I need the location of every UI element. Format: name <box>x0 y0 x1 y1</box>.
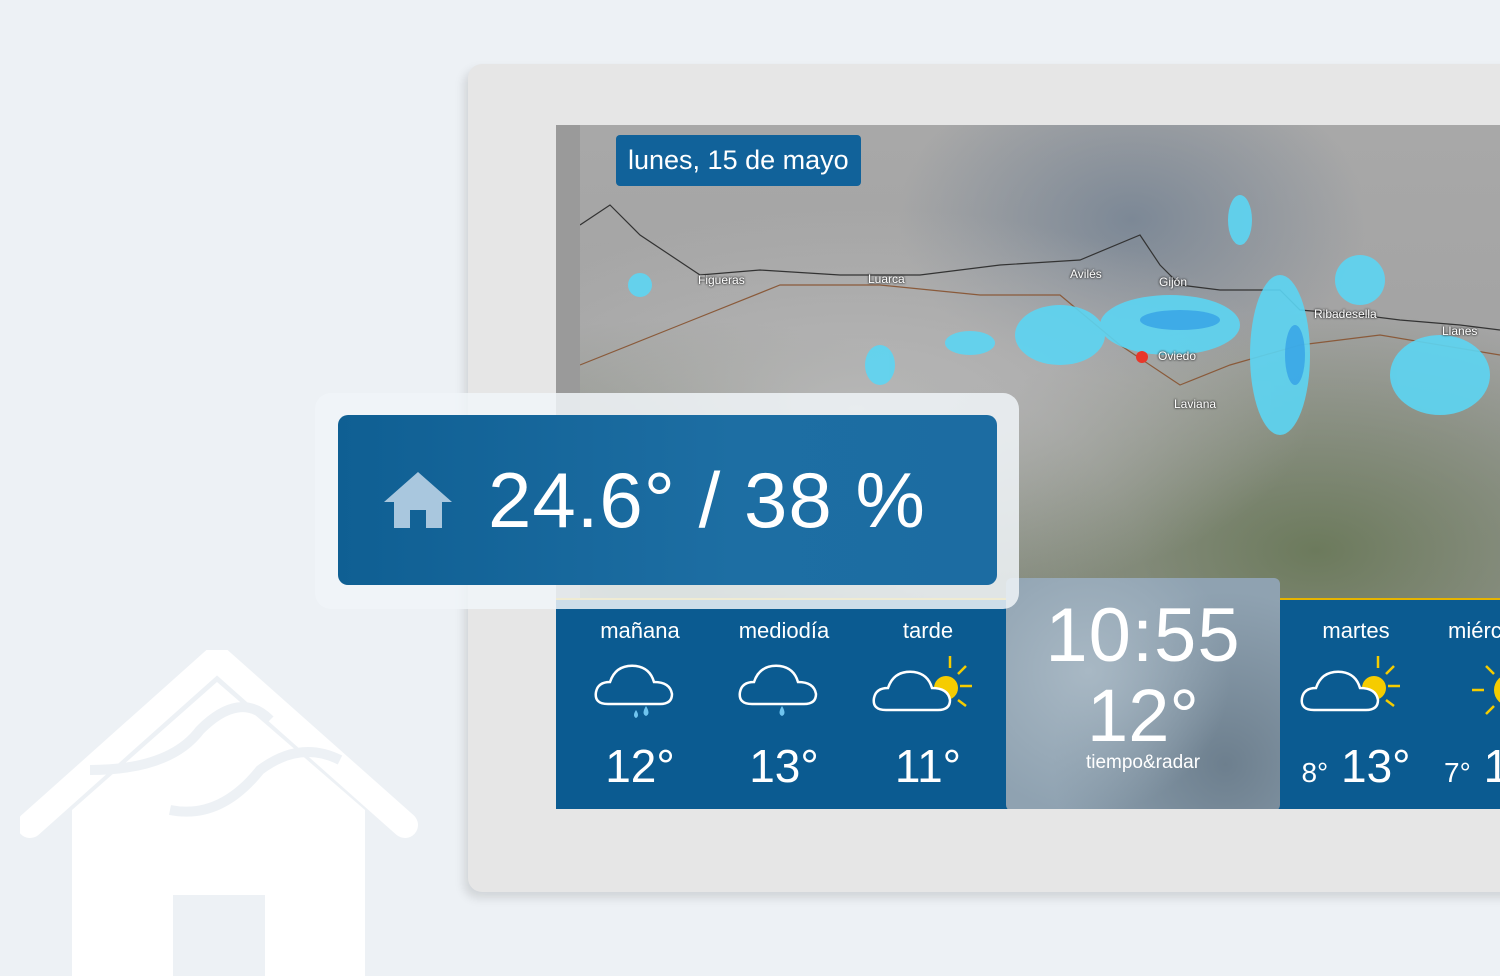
city-label: Llanes <box>1442 324 1478 338</box>
city-label: Avilés <box>1070 267 1102 281</box>
clock-widget: 10:55 12° tiempo&radar <box>1006 578 1280 809</box>
date-label: lunes, 15 de mayo <box>616 135 861 186</box>
period-temp: 12° <box>605 740 675 792</box>
brand-logo: tiempo&radar <box>1085 752 1201 773</box>
day-label: miérc <box>1448 618 1500 643</box>
clock-time: 10:55 <box>1045 593 1241 678</box>
location-marker <box>1136 351 1148 363</box>
cloud-drizzle-icon <box>738 664 818 716</box>
day-min-temp: 7° <box>1444 757 1471 788</box>
smart-home-logo-icon <box>20 650 418 976</box>
day-min-temp: 8° <box>1301 757 1329 788</box>
indoor-sensor-card: 24.6° / 38 % <box>315 393 1019 609</box>
cloud-rain-icon <box>594 664 674 718</box>
day-max-temp: 13° <box>1341 740 1411 792</box>
day-max-temp: 1 <box>1483 740 1500 792</box>
indoor-temp-humidity: 24.6° / 38 % <box>488 455 926 544</box>
day-label: martes <box>1322 618 1390 643</box>
current-temp: 12° <box>1087 674 1199 757</box>
city-label: Ribadesella <box>1314 307 1377 321</box>
city-label: Luarca <box>868 272 905 286</box>
home-icon <box>384 472 452 528</box>
city-label: Gijón <box>1159 275 1188 289</box>
forecast-midday: mediodía 13° <box>714 600 854 793</box>
forecast-day: martes 8° 13° <box>1286 600 1426 793</box>
period-label: mediodía <box>738 618 830 643</box>
weather-display-screen: Figueras Luarca Avilés Gijón Ribadesella… <box>556 125 1500 809</box>
cloud-sun-icon <box>872 656 972 712</box>
radar-map[interactable]: Figueras Luarca Avilés Gijón Ribadesella… <box>580 125 1500 598</box>
city-label: Oviedo <box>1158 349 1197 363</box>
forecast-day: miérc 7° 1 <box>1436 600 1500 793</box>
period-temp: 11° <box>894 740 962 792</box>
cloud-sun-icon <box>1300 656 1400 712</box>
indoor-reading-panel: 24.6° / 38 % <box>338 415 997 585</box>
forecast-morning: mañana 12° <box>570 600 710 793</box>
period-label: tarde <box>902 618 954 643</box>
forecast-afternoon: tarde 11° <box>858 600 998 793</box>
city-label: Laviana <box>1174 397 1217 411</box>
forecast-strip: mañana 12° mediodía 13° tarde 11° 10:55 … <box>556 578 1500 809</box>
city-label: Figueras <box>698 273 745 287</box>
period-temp: 13° <box>749 740 819 792</box>
period-label: mañana <box>600 618 680 643</box>
map-overlay <box>580 195 1500 435</box>
sun-icon <box>1472 665 1500 715</box>
